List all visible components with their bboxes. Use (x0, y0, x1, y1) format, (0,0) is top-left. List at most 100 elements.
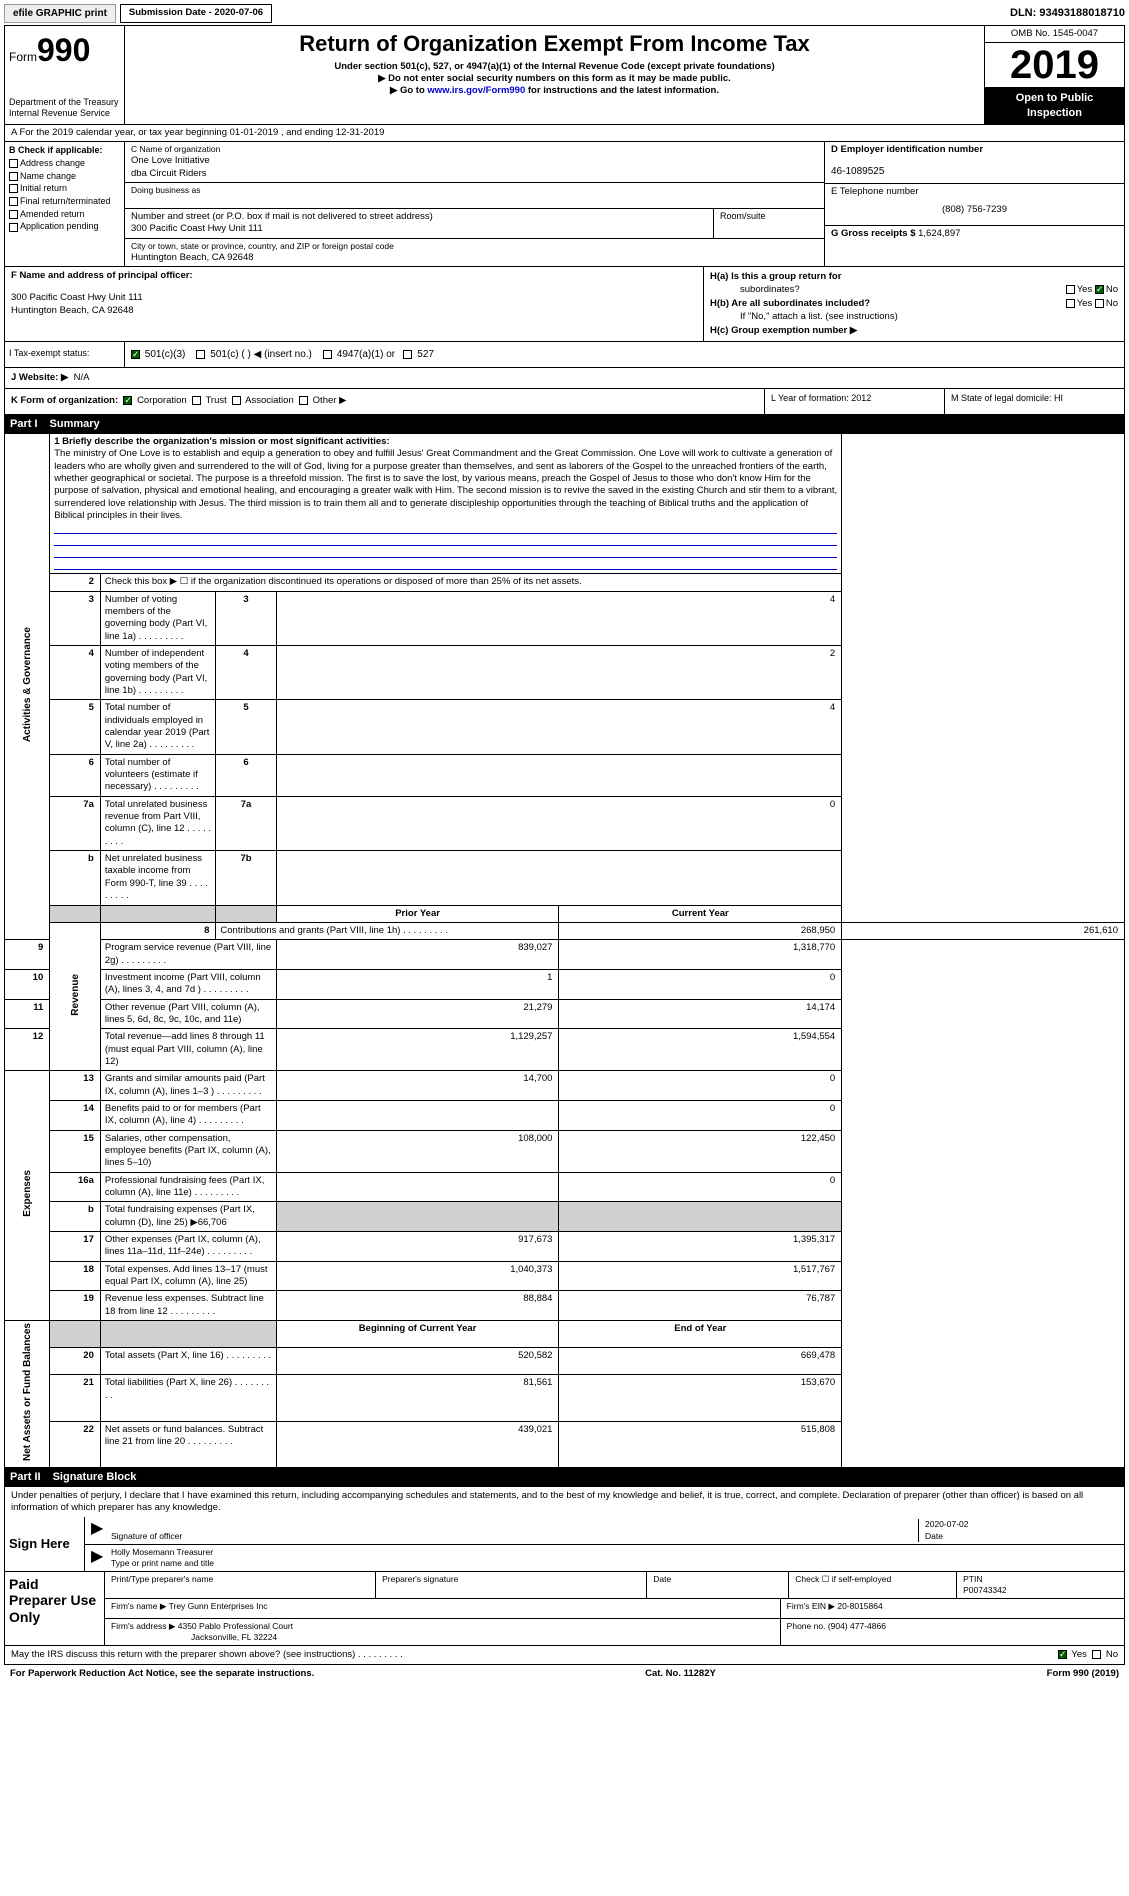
discuss-row: May the IRS discuss this return with the… (4, 1646, 1125, 1665)
phone-val: (808) 756-7239 (831, 198, 1118, 216)
line-6: Total number of volunteers (estimate if … (100, 754, 216, 796)
box-b-title: B Check if applicable: (9, 145, 120, 157)
firm-phone: (904) 477-4866 (828, 1621, 886, 1631)
tax-status-row: I Tax-exempt status: 501(c)(3) 501(c) ( … (4, 342, 1125, 368)
chk-address[interactable]: Address change (9, 158, 120, 170)
sig-name: Holly Mosemann Treasurer (111, 1547, 1118, 1558)
form-sub3: ▶ Go to www.irs.gov/Form990 for instruct… (131, 85, 978, 97)
chk-name[interactable]: Name change (9, 171, 120, 183)
form-ref: Form 990 (2019) (1047, 1668, 1119, 1680)
year-formation: L Year of formation: 2012 (764, 389, 944, 413)
line-21: Total liabilities (Part X, line 26) (100, 1375, 276, 1422)
side-expenses: Expenses (21, 1170, 34, 1217)
sign-here-label: Sign Here (5, 1517, 85, 1570)
chk-discuss-yes[interactable] (1058, 1650, 1067, 1659)
line-16b: Total fundraising expenses (Part IX, col… (100, 1202, 276, 1232)
line-19: Revenue less expenses. Subtract line 18 … (100, 1291, 276, 1321)
ein-label: D Employer identification number (831, 144, 1118, 156)
officer-label: F Name and address of principal officer: (11, 270, 697, 282)
prep-sig-label: Preparer's signature (376, 1572, 647, 1598)
mission-label: 1 Briefly describe the organization's mi… (54, 436, 837, 448)
chk-trust[interactable] (192, 396, 201, 405)
gross-val: 1,624,897 (918, 228, 960, 239)
sig-officer-label: Signature of officer (111, 1531, 918, 1542)
ein-val: 46-1089525 (831, 157, 1118, 178)
prep-self-label: Check ☐ if self-employed (789, 1572, 957, 1598)
line-11: Other revenue (Part VIII, column (A), li… (100, 999, 276, 1029)
chk-527[interactable] (403, 350, 412, 359)
cat-no: Cat. No. 11282Y (645, 1668, 716, 1680)
firm-ein: 20-8015864 (837, 1601, 882, 1611)
chk-initial[interactable]: Initial return (9, 183, 120, 195)
row-a-period: A For the 2019 calendar year, or tax yea… (4, 125, 1125, 142)
line-5: Total number of individuals employed in … (100, 700, 216, 754)
org-name-label: C Name of organization (131, 144, 818, 155)
chk-501c3[interactable] (131, 350, 140, 359)
footer: For Paperwork Reduction Act Notice, see … (4, 1665, 1125, 1683)
website-row: J Website: ▶ N/A (4, 368, 1125, 389)
addr-val: 300 Pacific Coast Hwy Unit 111 (131, 223, 707, 235)
chk-4947[interactable] (323, 350, 332, 359)
pra-notice: For Paperwork Reduction Act Notice, see … (10, 1668, 314, 1680)
line-13: Grants and similar amounts paid (Part IX… (100, 1071, 276, 1101)
sig-date-val: 2020-07-02 (925, 1519, 1118, 1530)
paid-preparer-label: Paid Preparer Use Only (5, 1572, 105, 1645)
firm-phone-label: Phone no. (787, 1621, 826, 1631)
side-activities: Activities & Governance (21, 627, 34, 742)
officer-addr2: Huntington Beach, CA 92648 (11, 305, 697, 317)
line-22: Net assets or fund balances. Subtract li… (100, 1421, 276, 1468)
dba-label: Doing business as (131, 185, 818, 196)
hdr-curr: Current Year (559, 905, 842, 922)
irs-link[interactable]: www.irs.gov/Form990 (427, 85, 525, 96)
firm-addr-label: Firm's address ▶ (111, 1621, 175, 1631)
ptin-label: PTIN (963, 1574, 1118, 1585)
line-17: Other expenses (Part IX, column (A), lin… (100, 1232, 276, 1262)
part1-header: Part ISummary (4, 415, 1125, 433)
sig-name-label: Type or print name and title (111, 1558, 1118, 1569)
chk-final[interactable]: Final return/terminated (9, 196, 120, 208)
prep-date-label: Date (647, 1572, 789, 1598)
gross-label: G Gross receipts $ (831, 228, 915, 239)
chk-other[interactable] (299, 396, 308, 405)
val-6 (276, 754, 842, 796)
form-header: Form990 Department of the Treasury Inter… (4, 25, 1125, 125)
sig-date-label: Date (925, 1531, 1118, 1542)
tax-label: I Tax-exempt status: (5, 342, 125, 367)
chk-corp[interactable] (123, 396, 132, 405)
dept-label: Department of the Treasury Internal Reve… (9, 97, 120, 120)
line-2: Check this box ▶ ☐ if the organization d… (100, 574, 841, 591)
hdr-prior: Prior Year (276, 905, 559, 922)
addr-label: Number and street (or P.O. box if mail i… (131, 211, 707, 223)
chk-pending[interactable]: Application pending (9, 221, 120, 233)
line-10: Investment income (Part VIII, column (A)… (100, 969, 276, 999)
ptin-val: P00743342 (963, 1585, 1118, 1596)
val-7b (276, 851, 842, 905)
omb-number: OMB No. 1545-0047 (985, 26, 1124, 43)
city-label: City or town, state or province, country… (131, 241, 818, 252)
part2-header: Part IISignature Block (4, 1468, 1125, 1486)
hdr-end: End of Year (559, 1321, 842, 1348)
city-val: Huntington Beach, CA 92648 (131, 252, 818, 264)
efile-label: efile GRAPHIC print (4, 4, 116, 23)
mission-text: The ministry of One Love is to establish… (54, 448, 837, 522)
submission-date: Submission Date - 2020-07-06 (120, 4, 272, 22)
form-title: Return of Organization Exempt From Incom… (131, 30, 978, 59)
tax-year: 2019 (985, 43, 1124, 87)
firm-ein-label: Firm's EIN ▶ (787, 1601, 835, 1611)
chk-501c[interactable] (196, 350, 205, 359)
chk-discuss-no[interactable] (1092, 1650, 1101, 1659)
line-8: Contributions and grants (Part VIII, lin… (216, 922, 559, 939)
chk-amended[interactable]: Amended return (9, 209, 120, 221)
line-20: Total assets (Part X, line 16) (100, 1348, 276, 1375)
line-7a: Total unrelated business revenue from Pa… (100, 796, 216, 850)
val-3: 4 (276, 591, 842, 645)
org-name1: One Love Initiative (131, 155, 818, 167)
chk-assoc[interactable] (232, 396, 241, 405)
val-4: 2 (276, 645, 842, 699)
line-12: Total revenue—add lines 8 through 11 (mu… (100, 1029, 276, 1071)
hdr-beg: Beginning of Current Year (276, 1321, 559, 1348)
signature-block: Under penalties of perjury, I declare th… (4, 1487, 1125, 1646)
k-row: K Form of organization: Corporation Trus… (4, 389, 1125, 414)
line-7b: Net unrelated business taxable income fr… (100, 851, 216, 905)
open-public: Open to Public Inspection (985, 87, 1124, 124)
